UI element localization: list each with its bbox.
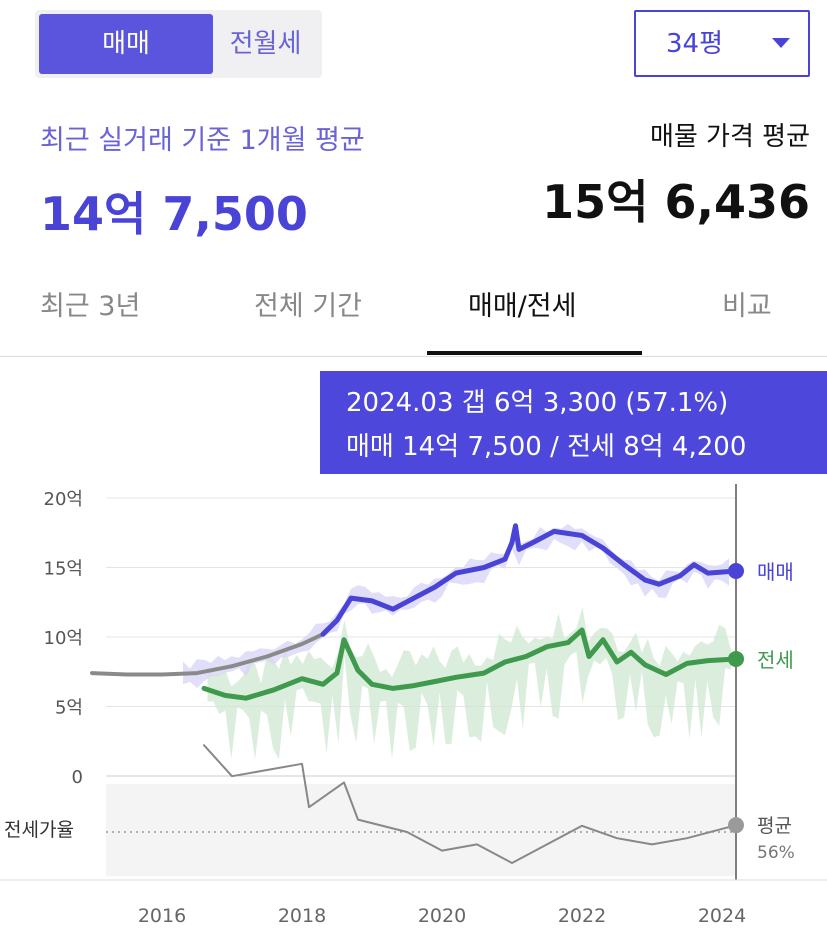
tab-recent-3-years[interactable]: 최근 3년 — [40, 291, 141, 322]
asking-price-label: 매물 가격 평균 — [649, 122, 810, 152]
asking-price-value: 15억 6,436 — [542, 175, 810, 229]
ratio-average-value: 56% — [757, 843, 795, 863]
jeonse-series-label: 전세 — [757, 648, 794, 672]
jeonse-toggle-button[interactable]: 전월세 — [229, 29, 302, 59]
x-tick-label: 2020 — [418, 905, 466, 927]
chart-tooltip: 2024.03 갭 6억 3,300 (57.1%) 매매 14억 7,500 … — [320, 371, 827, 474]
y-tick-label: 10억 — [44, 628, 83, 649]
recent-average-label: 최근 실거래 기준 1개월 평균 — [40, 125, 365, 156]
jeonse-line — [201, 627, 739, 701]
sale-toggle-button[interactable]: 매매 — [39, 14, 213, 74]
x-tick-label: 2022 — [558, 905, 606, 927]
ratio-line — [203, 744, 737, 864]
jeonse-end-marker — [728, 650, 744, 667]
deal-type-toggle: 매매 전월세 — [35, 10, 322, 78]
x-tick-label: 2018 — [278, 905, 326, 927]
sale-series-label: 매매 — [757, 560, 794, 584]
y-tick-label: 5억 — [55, 698, 83, 719]
x-tick-label: 2024 — [698, 905, 746, 927]
chevron-down-icon — [772, 38, 790, 48]
y-tick-label: 0 — [72, 767, 83, 788]
sale-line — [320, 523, 739, 637]
tab-all-period[interactable]: 전체 기간 — [254, 291, 362, 322]
tooltip-gap-line: 2024.03 갭 6억 3,300 (57.1%) — [346, 388, 729, 418]
period-tabs: 최근 3년 전체 기간 매매/전세 비교 — [0, 268, 827, 358]
recent-average-value: 14억 7,500 — [40, 187, 308, 241]
sale-end-marker — [728, 562, 744, 579]
active-tab-indicator — [427, 351, 642, 355]
ratio-average-label: 평균 — [757, 815, 792, 837]
sale-early-line — [90, 632, 325, 677]
size-select[interactable]: 34평 — [634, 10, 810, 77]
tooltip-price-line: 매매 14억 7,500 / 전세 8억 4,200 — [346, 432, 747, 462]
ratio-label: 전세가율 — [4, 819, 74, 841]
tab-sale-jeonse[interactable]: 매매/전세 — [468, 291, 577, 322]
y-tick-label: 15억 — [44, 559, 83, 580]
x-tick-label: 2016 — [138, 905, 186, 927]
y-tick-label: 20억 — [44, 489, 83, 510]
size-select-value: 34평 — [666, 29, 724, 59]
tab-compare[interactable]: 비교 — [722, 291, 772, 322]
tabs-divider — [0, 356, 827, 357]
ratio-end-marker — [728, 817, 744, 834]
tooltip-pointer — [724, 473, 742, 474]
ratio-panel-background — [106, 784, 735, 876]
